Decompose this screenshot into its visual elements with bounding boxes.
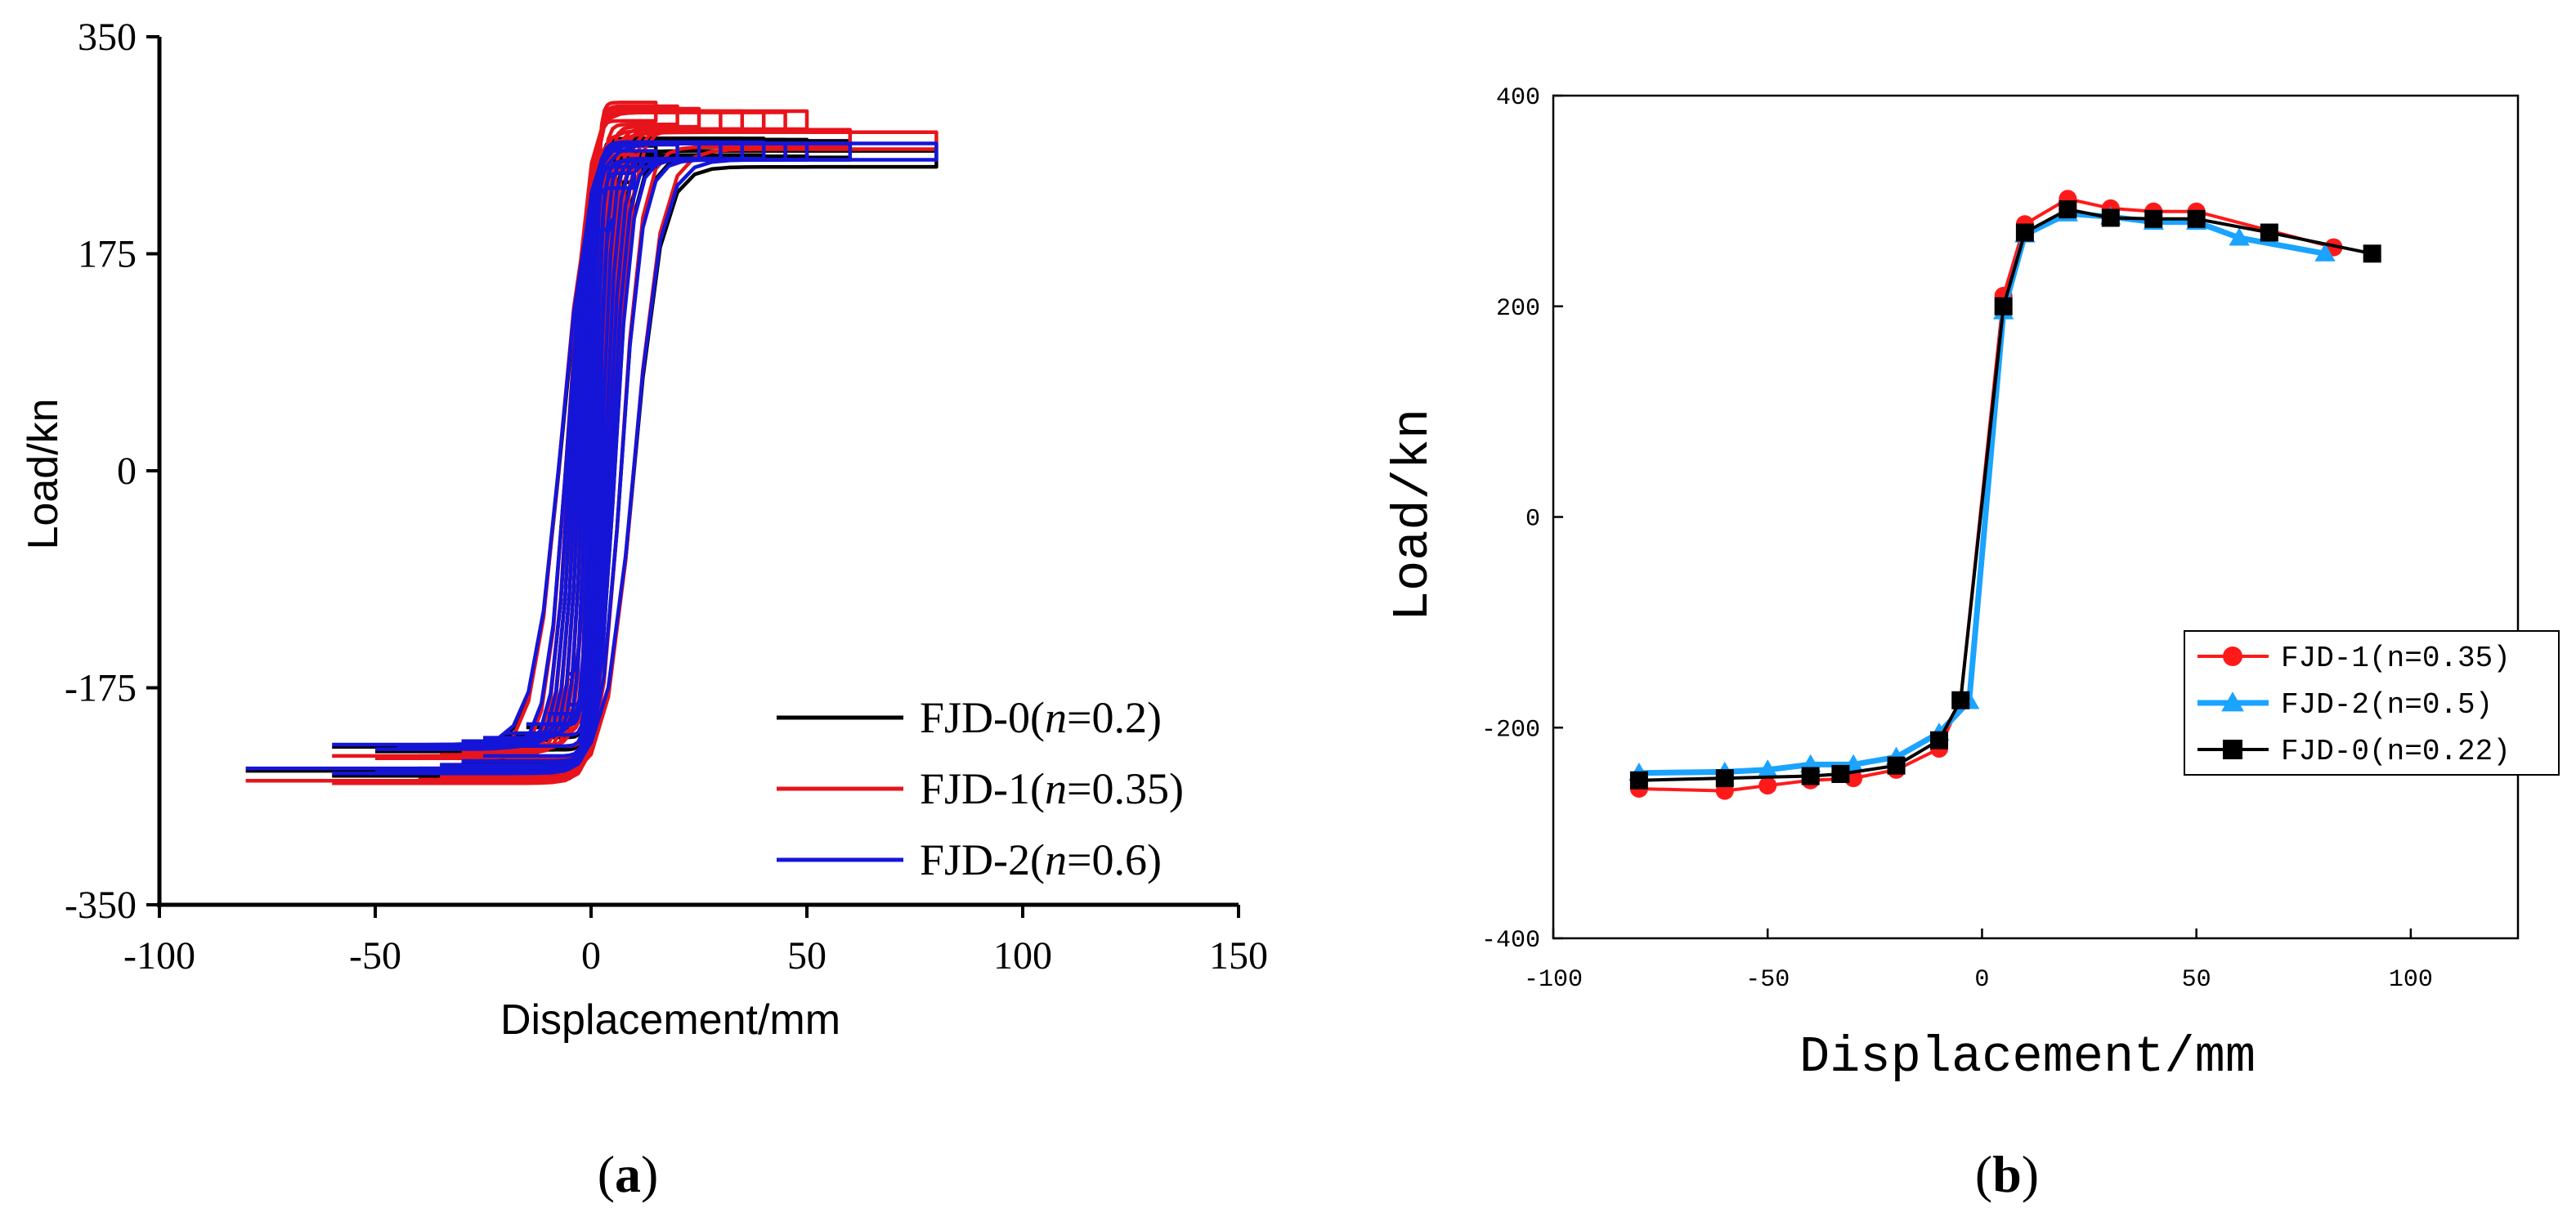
- panel-a-x-axis-title: Displacement/mm: [500, 996, 840, 1044]
- hysteresis-loop: [483, 140, 701, 758]
- legend-label-fjd-1-b: FJD-1(n=0.35): [2281, 642, 2511, 675]
- series-line: [1638, 210, 2326, 776]
- panel-b-x-axis-title: Displacement/mm: [1799, 1028, 2256, 1086]
- panel-a-hysteresis-chart: -350 -175 0 175 350 -100 -50 0 50 100 150 Displac…: [20, 16, 1268, 1203]
- data-point: [2314, 243, 2336, 262]
- y-tick-label: -175: [65, 667, 137, 710]
- legend-marker-fjd-0-n-0-22: [2223, 740, 2242, 759]
- panel-b-y-ticks: -400 -200 0 200 400: [1481, 84, 1563, 955]
- panel-b-y-axis-title: Load/kn: [1384, 409, 1442, 621]
- legend-label-fjd-1: FJD-1(n=0.35): [920, 764, 1184, 813]
- panel-b-x-ticks: -100 -50 0 50 100: [1524, 928, 2433, 994]
- data-point: [1757, 759, 1778, 778]
- panel-a-y-ticks: -350 -175 0 175 350: [65, 16, 159, 927]
- x-tick-label: 0: [1974, 966, 1989, 994]
- data-point: [2229, 227, 2250, 246]
- data-point: [1801, 767, 1820, 785]
- panel-b-legend: FJD-1(n=0.35) FJD-2(n=0.5) FJD-0(n=0.22): [2184, 630, 2560, 776]
- data-point: [2059, 200, 2077, 219]
- data-point: [2144, 209, 2163, 228]
- data-point: [2187, 209, 2206, 228]
- hysteresis-loop: [504, 142, 679, 749]
- data-point: [1758, 776, 1777, 795]
- series-fjd-0-n-0-22: [1629, 200, 2381, 790]
- legend-marker-fjd-1-n-0-35: [2223, 647, 2242, 666]
- x-tick-label: 0: [581, 934, 601, 978]
- legend-label-fjd-0: FJD-0(n=0.2): [920, 693, 1162, 742]
- y-tick-label: 350: [78, 16, 137, 59]
- legend-label-fjd-0-b: FJD-0(n=0.22): [2281, 735, 2511, 768]
- x-tick-label: 100: [993, 934, 1052, 978]
- x-tick-label: -100: [1524, 966, 1583, 994]
- data-point: [1831, 764, 1850, 783]
- y-tick-label: 200: [1496, 295, 1540, 323]
- x-tick-label: 50: [2182, 966, 2211, 994]
- data-point: [1887, 756, 1906, 775]
- y-tick-label: -350: [65, 884, 137, 927]
- data-point: [2101, 208, 2120, 227]
- hysteresis-loop: [332, 141, 853, 776]
- x-tick-label: 50: [787, 934, 827, 978]
- data-point: [2015, 223, 2034, 242]
- x-tick-label: -100: [123, 934, 195, 978]
- panel-b-curves: [1628, 190, 2381, 800]
- y-tick-label: -400: [1481, 927, 1540, 955]
- panel-a-x-ticks: -100 -50 0 50 100 150: [123, 905, 1268, 978]
- panel-a-legend: FJD-0(n=0.2) FJD-1(n=0.35) FJD-2(n=0.6): [777, 693, 1184, 884]
- hysteresis-loop: [440, 140, 745, 767]
- panel-b-skeleton-chart: -400 -200 0 200 400 -100 -50 0 50 100 Displaceme…: [1384, 84, 2560, 1203]
- panel-b-caption: (b): [1975, 1145, 2039, 1203]
- x-tick-label: 150: [1209, 934, 1268, 978]
- legend-label-fjd-2-b: FJD-2(n=0.5): [2281, 688, 2493, 722]
- hysteresis-loop: [245, 141, 939, 771]
- data-point: [1715, 769, 1734, 788]
- hysteresis-loop: [461, 140, 723, 763]
- data-point: [2363, 244, 2381, 263]
- y-tick-label: 400: [1496, 84, 1540, 112]
- data-point: [1951, 691, 1970, 709]
- legend-marker-fjd-2-n-0-5: [2221, 691, 2244, 712]
- x-tick-label: -50: [349, 934, 401, 978]
- y-tick-label: -200: [1481, 716, 1540, 744]
- x-tick-label: 100: [2389, 966, 2433, 994]
- panel-a-y-axis-title: Load/kn: [20, 398, 67, 549]
- panel-a-curves: [245, 101, 939, 785]
- data-point: [2260, 223, 2278, 242]
- panel-b-legend-entries: [2197, 647, 2269, 759]
- legend-label-fjd-2: FJD-2(n=0.6): [920, 835, 1162, 884]
- legend-entry-fjd-0: FJD-0(n=0.2): [777, 693, 1162, 742]
- hysteresis-loop: [332, 128, 853, 785]
- y-tick-label: 0: [117, 450, 137, 493]
- legend-entry-fjd-2: FJD-2(n=0.6): [777, 835, 1162, 884]
- data-point: [1629, 771, 1648, 790]
- y-tick-label: 175: [78, 233, 137, 276]
- data-point: [1994, 297, 2013, 315]
- panel-a-caption: (a): [598, 1145, 659, 1203]
- x-tick-label: -50: [1745, 966, 1790, 994]
- legend-entry-fjd-1: FJD-1(n=0.35): [777, 764, 1184, 813]
- data-point: [1930, 731, 1948, 749]
- series-fjd-2: [245, 140, 939, 776]
- hysteresis-loop: [440, 109, 745, 779]
- y-tick-label: 0: [1525, 506, 1540, 534]
- panel-b-plot-frame: [1552, 94, 2520, 940]
